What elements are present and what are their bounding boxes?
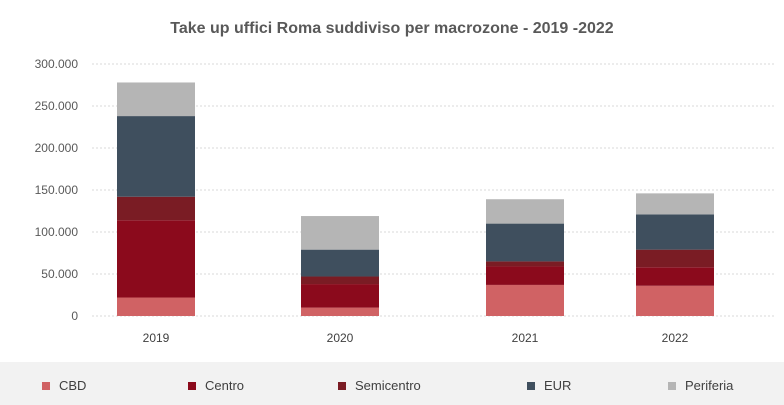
bar-segment-centro-2019 <box>117 220 195 298</box>
x-tick-label: 2021 <box>512 331 539 345</box>
legend-label: CBD <box>59 378 87 393</box>
legend-item-centro: Centro <box>188 378 244 393</box>
bar-segment-cbd-2019 <box>117 297 195 316</box>
bar-segment-eur-2020 <box>301 249 379 277</box>
bar-segment-periferia-2019 <box>117 82 195 117</box>
y-tick-label: 200.000 <box>35 141 79 155</box>
bar-segment-semicentro-2021 <box>486 261 564 267</box>
legend-label: Periferia <box>685 378 734 393</box>
x-tick-label: 2020 <box>327 331 354 345</box>
y-tick-label: 250.000 <box>35 99 79 113</box>
legend-label: EUR <box>544 378 572 393</box>
bar-segment-periferia-2022 <box>636 193 714 215</box>
legend-swatch <box>188 382 196 390</box>
y-tick-label: 150.000 <box>35 183 79 197</box>
legend-label: Centro <box>205 378 245 393</box>
bar-segment-periferia-2021 <box>486 199 564 224</box>
bar-segment-periferia-2020 <box>301 216 379 250</box>
legend-item-periferia: Periferia <box>668 378 733 393</box>
y-tick-label: 50.000 <box>41 267 78 281</box>
bar-segment-cbd-2021 <box>486 284 564 316</box>
legend-swatch <box>527 382 535 390</box>
legend-swatch <box>42 382 50 390</box>
bar-segment-semicentro-2022 <box>636 249 714 268</box>
legend-label: Semicentro <box>355 378 421 393</box>
x-tick-label: 2019 <box>143 331 170 345</box>
bar-segment-eur-2022 <box>636 214 714 250</box>
y-tick-label: 300.000 <box>35 57 79 71</box>
chart-title: Take up uffici Roma suddiviso per macroz… <box>170 20 614 37</box>
bar-segment-eur-2019 <box>117 116 195 197</box>
legend-item-semicentro: Semicentro <box>338 378 421 393</box>
y-tick-label: 100.000 <box>35 225 79 239</box>
legend-item-cbd: CBD <box>42 378 86 393</box>
bar-segment-cbd-2020 <box>301 307 379 316</box>
bar-segment-centro-2021 <box>486 266 564 285</box>
bar-segment-centro-2020 <box>301 284 379 308</box>
legend-swatch <box>668 382 676 390</box>
bar-segment-semicentro-2020 <box>301 276 379 285</box>
legend-swatch <box>338 382 346 390</box>
y-tick-label: 0 <box>71 309 78 323</box>
legend-item-eur: EUR <box>527 378 571 393</box>
bar-segment-semicentro-2019 <box>117 196 195 221</box>
bar-segment-eur-2021 <box>486 223 564 262</box>
bar-segment-centro-2022 <box>636 267 714 286</box>
bar-segment-cbd-2022 <box>636 285 714 316</box>
bar-chart: 0 50.000 100.000 150.000 200.000 250.000 300.0… <box>35 57 774 345</box>
chart-area: Take up uffici Roma suddiviso per macroz… <box>0 0 784 362</box>
x-tick-label: 2022 <box>662 331 689 345</box>
legend: CBD Centro Semicentro EUR Periferia <box>0 362 784 405</box>
